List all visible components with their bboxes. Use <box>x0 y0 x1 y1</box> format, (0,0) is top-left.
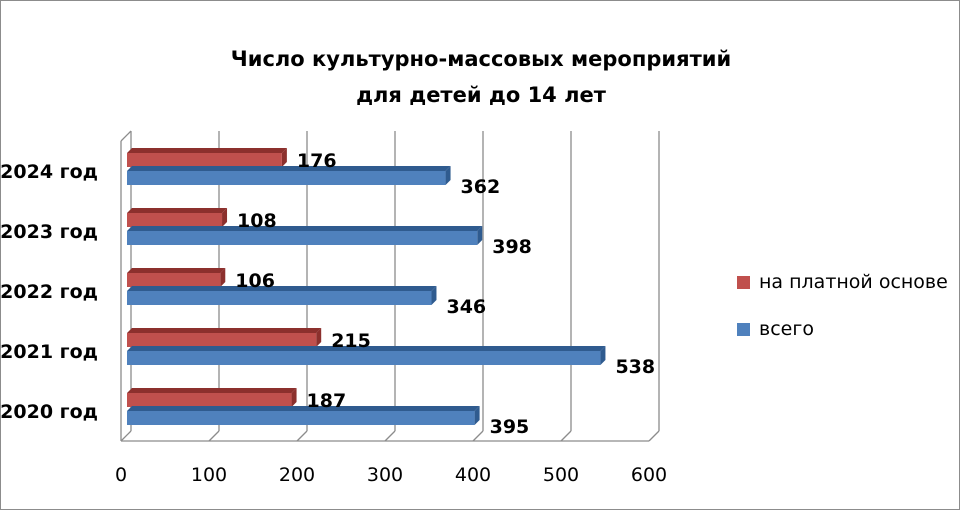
bar-paid-1 <box>127 333 317 347</box>
bar-total-0-top <box>127 406 480 411</box>
bar-total-4-top <box>127 166 451 171</box>
x-tick-label-500: 500 <box>543 464 579 486</box>
bar-total-4 <box>127 171 446 185</box>
bar-paid-0 <box>127 393 292 407</box>
data-label-total-4: 362 <box>461 176 501 198</box>
floor-line-500 <box>560 430 572 442</box>
floor-line-100 <box>208 430 220 442</box>
data-label-total-1: 538 <box>615 356 655 378</box>
data-label-paid-4: 176 <box>297 150 337 172</box>
data-label-paid-0: 187 <box>307 390 347 412</box>
data-label-paid-1: 215 <box>331 330 371 352</box>
bar-paid-1-top <box>127 328 322 333</box>
bar-paid-2-top <box>127 268 226 273</box>
bar-total-1-top <box>127 346 606 351</box>
bar-paid-2-side <box>220 268 226 287</box>
bar-paid-1-side <box>316 328 322 347</box>
bar-paid-0-side <box>291 388 297 407</box>
floor-line-0 <box>120 430 132 442</box>
category-label-4: 2024 год <box>1 161 98 183</box>
data-label-paid-3: 108 <box>237 210 277 232</box>
legend-item-total: всего <box>737 314 948 344</box>
bar-paid-4-side <box>281 148 287 167</box>
bar-total-1 <box>127 351 601 365</box>
chart-title: Число культурно-массовых мероприятий для… <box>1 41 960 113</box>
bar-total-0 <box>127 411 475 425</box>
bar-total-1-side <box>600 346 606 365</box>
floor-line-300 <box>384 430 396 442</box>
bar-total-2 <box>127 291 432 305</box>
bar-total-2-side <box>431 286 437 305</box>
category-label-2: 2022 год <box>1 281 98 303</box>
data-label-total-2: 346 <box>446 296 486 318</box>
legend-item-paid: на платной основе <box>737 267 948 297</box>
category-label-1: 2021 год <box>1 341 98 363</box>
bar-paid-4-top <box>127 148 287 153</box>
bar-total-2-top <box>127 286 437 291</box>
x-tick-label-100: 100 <box>191 464 227 486</box>
wall-edge <box>120 130 132 142</box>
chart-title-line-2: для детей до 14 лет <box>356 83 606 107</box>
x-tick-label-200: 200 <box>279 464 315 486</box>
x-tick-label-600: 600 <box>631 464 667 486</box>
legend-label-paid: на платной основе <box>759 271 948 293</box>
bar-paid-2 <box>127 273 221 287</box>
data-label-total-0: 395 <box>490 416 530 438</box>
legend-label-total: всего <box>759 318 814 340</box>
floor-line-400 <box>472 430 484 442</box>
chart-title-line-1: Число культурно-массовых мероприятий <box>230 47 732 71</box>
bar-paid-3 <box>127 213 223 227</box>
bar-paid-3-top <box>127 208 228 213</box>
category-label-0: 2020 год <box>1 401 98 423</box>
bar-paid-4 <box>127 153 282 167</box>
legend-swatch-paid <box>737 275 750 289</box>
bar-paid-0-top <box>127 388 297 393</box>
floor-line-600 <box>648 430 660 442</box>
bar-total-0-side <box>474 406 480 425</box>
bar-total-3-side <box>477 226 483 245</box>
data-label-total-3: 398 <box>492 236 532 258</box>
x-tick-label-300: 300 <box>367 464 403 486</box>
bar-total-4-side <box>445 166 451 185</box>
category-label-3: 2023 год <box>1 221 98 243</box>
bar-total-3-top <box>127 226 483 231</box>
x-tick-label-400: 400 <box>455 464 491 486</box>
bar-paid-3-side <box>222 208 228 227</box>
legend-swatch-total <box>737 322 750 336</box>
data-label-paid-2: 106 <box>235 270 275 292</box>
bar-total-3 <box>127 231 478 245</box>
chart-legend: на платной основе всего <box>737 267 948 361</box>
x-tick-label-0: 0 <box>115 464 127 486</box>
floor-line-200 <box>296 430 308 442</box>
